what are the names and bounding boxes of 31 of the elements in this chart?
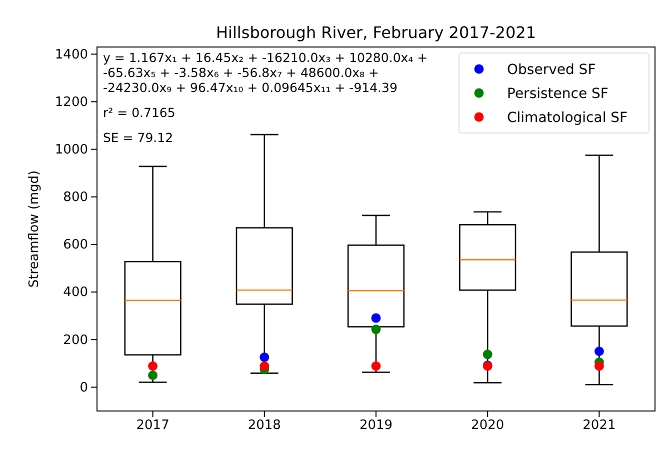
y-tick-label: 400 [63, 285, 88, 300]
legend-label: Observed SF [507, 62, 596, 78]
y-axis-title: Streamflow (mgd) [27, 170, 42, 288]
point [482, 350, 492, 360]
chart-title: Hillsborough River, February 2017-2021 [216, 23, 536, 42]
legend-label: Climatological SF [507, 110, 628, 126]
point [371, 361, 381, 371]
legend-label: Persistence SF [507, 86, 608, 102]
annotation: SE = 79.12 [103, 130, 174, 145]
x-tick-label: 2017 [136, 418, 170, 434]
annotation: y = 1.167x₁ + 16.45x₂ + -16210.0x₃ + 10280.0x₄ + -65.63x₅ + -3.58x₆ + -56.8x₇ + 48600.0x₈ + -24230.0x₉ + 96.47x₁₀ + 0.09645x₁₁ + -914.39 [103, 50, 428, 95]
y-tick-label: 0 [80, 380, 88, 396]
y-tick-label: 800 [63, 190, 88, 206]
point [371, 324, 381, 334]
x-tick-label: 2019 [359, 418, 393, 434]
y-tick-label: 200 [63, 332, 88, 348]
point [260, 361, 270, 371]
point [371, 313, 381, 323]
y-tick-label: 1400 [54, 47, 88, 62]
point [148, 370, 158, 380]
x-tick-label: 2020 [471, 418, 504, 434]
y-tick-label: 1200 [54, 94, 88, 110]
x-tick-label: 2021 [582, 418, 616, 434]
y-tick-label: 1000 [54, 142, 88, 158]
point [594, 361, 604, 371]
y-tick-label: 600 [63, 238, 88, 253]
point [594, 346, 604, 356]
annotation: r² = 0.7165 [103, 105, 176, 120]
point [260, 352, 270, 362]
x-tick-label: 2018 [248, 418, 281, 434]
point [148, 361, 158, 371]
